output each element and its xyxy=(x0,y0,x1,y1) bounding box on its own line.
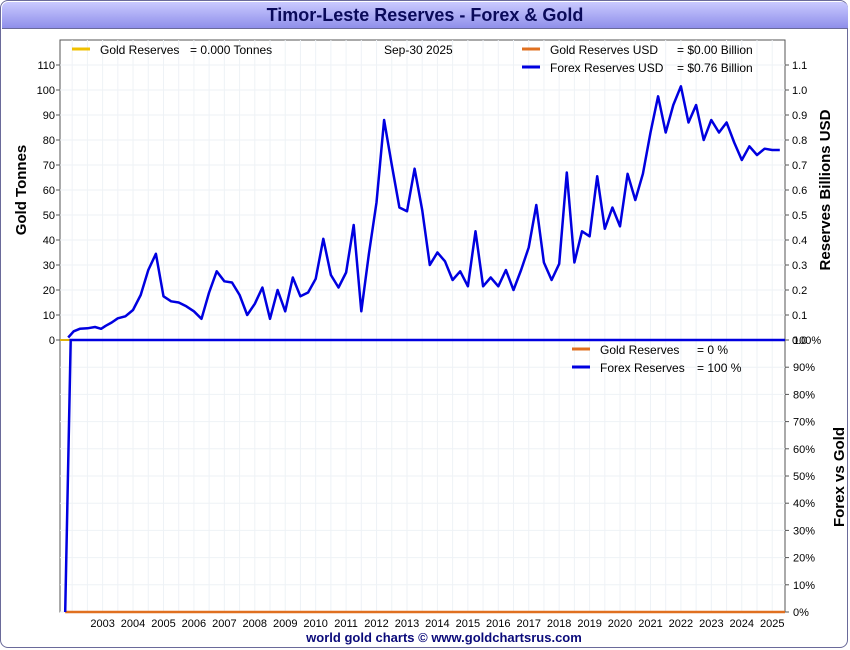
legend-gold-tonnes-label: Gold Reserves xyxy=(100,43,179,57)
x-tick-label: 2020 xyxy=(608,618,632,630)
series-line-forex-pct xyxy=(63,338,785,613)
x-tick-label: 2014 xyxy=(425,618,449,630)
x-tick-label: 2005 xyxy=(151,618,175,630)
y-tick-label-left: 60 xyxy=(43,185,55,197)
y-tick-label-left: 30 xyxy=(43,260,55,272)
x-tick-label: 2018 xyxy=(547,618,571,630)
axis-ticks: 2003 2004 2005 2006 2007 2008 2009 2010 2011 2012… xyxy=(37,60,822,630)
y-tick-label-right-bottom: 30% xyxy=(793,525,815,537)
x-tick-label: 2022 xyxy=(669,618,693,630)
x-tick-label: 2011 xyxy=(334,618,358,630)
x-tick-label: 2008 xyxy=(243,618,267,630)
y-tick-label-left: 70 xyxy=(43,160,55,172)
legend-forex-pct-label: Forex Reserves xyxy=(600,361,685,375)
y-tick-label-left: 110 xyxy=(37,60,55,72)
y-tick-label-right: 0.1 xyxy=(792,310,807,322)
x-tick-label: 2024 xyxy=(730,618,754,630)
y-tick-label-left: 50 xyxy=(43,210,55,222)
x-tick-label: 2016 xyxy=(486,618,510,630)
x-tick-label: 2021 xyxy=(638,618,662,630)
x-tick-label: 2007 xyxy=(212,618,236,630)
y-tick-label-right: 0.6 xyxy=(792,185,807,197)
legend-forex-usd-value: = $0.76 Billion xyxy=(677,61,753,75)
legend-gold-usd-label: Gold Reserves USD xyxy=(550,43,658,57)
y-tick-label-left: 40 xyxy=(43,235,55,247)
legend-bottom: Gold Reserves = 0 % Forex Reserves = 100… xyxy=(572,343,742,375)
y-tick-label-right-bottom: 90% xyxy=(793,362,815,374)
legend-forex-pct-value: = 100 % xyxy=(697,361,742,375)
y-tick-label-right: 0.0 xyxy=(792,335,807,347)
x-tick-label: 2003 xyxy=(90,618,114,630)
x-tick-label: 2015 xyxy=(456,618,480,630)
y-tick-label-right-bottom: 40% xyxy=(793,498,815,510)
legend-gold-usd-value: = $0.00 Billion xyxy=(677,43,753,57)
x-tick-label: 2019 xyxy=(577,618,601,630)
x-tick-label: 2004 xyxy=(121,618,145,630)
y-tick-label-right: 0.3 xyxy=(792,260,807,272)
y-tick-label-left: 10 xyxy=(43,310,55,322)
series-line-forex-usd xyxy=(67,85,780,339)
y-axis-left-label: Gold Tonnes xyxy=(13,145,30,236)
y-tick-label-right: 0.9 xyxy=(792,110,807,122)
x-tick-label: 2012 xyxy=(364,618,388,630)
y-tick-label-right: 0.8 xyxy=(792,135,807,147)
y-tick-label-right-bottom: 20% xyxy=(793,553,815,565)
footer-credit: world gold charts © www.goldchartsrus.co… xyxy=(305,630,582,645)
y-axis-right-label: Reserves Billions USD xyxy=(817,109,834,270)
y-tick-label-right: 0.7 xyxy=(792,160,807,172)
y-tick-label-right-bottom: 50% xyxy=(793,471,815,483)
legend-gold-pct-label: Gold Reserves xyxy=(600,343,679,357)
grid xyxy=(60,40,785,613)
x-tick-label: 2006 xyxy=(182,618,206,630)
y-tick-label-right: 1.0 xyxy=(792,85,807,97)
y-tick-label-right: 0.4 xyxy=(792,235,807,247)
y-tick-label-left: 20 xyxy=(43,285,55,297)
legend-forex-usd-label: Forex Reserves USD xyxy=(550,61,664,75)
legend-top: Gold Reserves = 0.000 Tonnes Sep-30 2025… xyxy=(72,43,753,75)
y-tick-label-right-bottom: 70% xyxy=(793,417,815,429)
y-tick-label-right-bottom: 80% xyxy=(793,389,815,401)
y-tick-label-right-bottom: 10% xyxy=(793,580,815,592)
chart-title: Timor-Leste Reserves - Forex & Gold xyxy=(2,2,848,29)
legend-gold-tonnes-value: = 0.000 Tonnes xyxy=(190,43,272,57)
x-tick-label: 2013 xyxy=(395,618,419,630)
y-tick-label-right-bottom: 60% xyxy=(793,444,815,456)
x-tick-label: 2025 xyxy=(760,618,784,630)
x-tick-label: 2009 xyxy=(273,618,297,630)
legend-date: Sep-30 2025 xyxy=(384,43,453,57)
y-axis-right-bottom-label: Forex vs Gold xyxy=(831,427,848,527)
x-tick-label: 2010 xyxy=(303,618,327,630)
y-tick-label-right: 1.1 xyxy=(792,60,807,72)
y-tick-label-left: 100 xyxy=(37,85,55,97)
y-tick-label-right: 0.5 xyxy=(792,210,807,222)
y-tick-label-right: 0.2 xyxy=(792,285,807,297)
y-tick-label-left: 0 xyxy=(49,335,55,347)
x-tick-label: 2017 xyxy=(516,618,540,630)
y-tick-label-left: 90 xyxy=(43,110,55,122)
legend-gold-pct-value: = 0 % xyxy=(697,343,728,357)
y-tick-label-left: 80 xyxy=(43,135,55,147)
y-tick-label-right-bottom: 0% xyxy=(793,607,809,619)
series-group xyxy=(60,85,785,614)
x-tick-label: 2023 xyxy=(699,618,723,630)
y-tick-label-right-bottom: 100% xyxy=(793,335,821,347)
